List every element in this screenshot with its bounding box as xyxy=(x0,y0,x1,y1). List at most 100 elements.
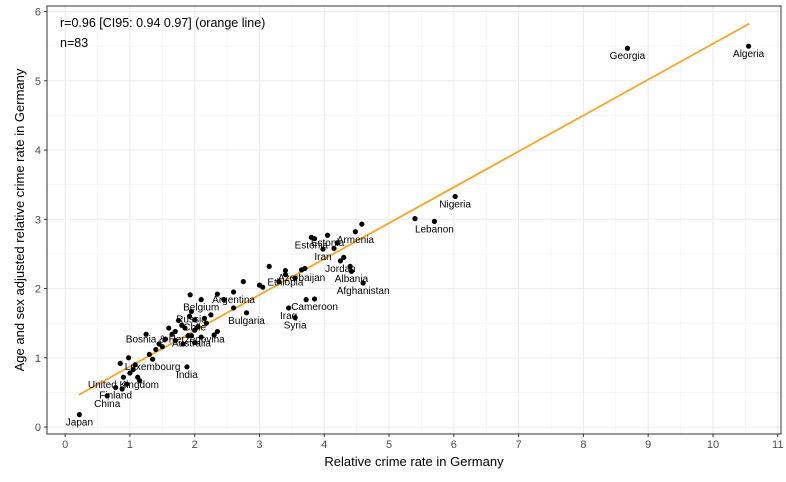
data-point xyxy=(153,346,159,353)
point-label: Algeria xyxy=(733,49,765,60)
data-point xyxy=(203,320,209,326)
data-point xyxy=(431,218,438,224)
point-label: Australia xyxy=(172,339,211,350)
data-point xyxy=(746,43,752,49)
data-point xyxy=(137,378,143,384)
data-point xyxy=(331,245,337,251)
data-point xyxy=(286,305,292,311)
data-point xyxy=(243,310,250,316)
data-point xyxy=(324,232,331,238)
data-point xyxy=(208,312,214,318)
data-point xyxy=(169,331,175,337)
data-point xyxy=(412,216,418,222)
major-gridlines xyxy=(47,6,781,434)
data-point xyxy=(126,355,132,361)
x-tick-label: 2 xyxy=(192,439,198,451)
x-tick-label: 3 xyxy=(256,439,262,451)
point-label: Jordan xyxy=(325,264,356,275)
point-label: Bosnia & Herzegovina xyxy=(126,335,225,346)
point-label: Russia xyxy=(176,314,207,325)
point-label: Estonia xyxy=(311,238,345,249)
data-point xyxy=(132,362,138,368)
data-point xyxy=(192,317,198,323)
data-point xyxy=(187,292,193,298)
data-point xyxy=(260,284,266,290)
y-tick-label: 6 xyxy=(35,7,41,19)
data-point xyxy=(192,327,198,333)
y-tick-label: 1 xyxy=(35,353,41,365)
data-point xyxy=(214,328,220,335)
x-tick-label: 0 xyxy=(62,439,68,451)
data-point xyxy=(352,229,358,235)
data-point xyxy=(320,246,326,252)
point-label: Georgia xyxy=(610,51,646,62)
data-point xyxy=(214,291,220,297)
point-label: Argentina xyxy=(212,295,255,306)
x-tick-label: 8 xyxy=(580,439,586,451)
data-point xyxy=(180,341,186,347)
data-point xyxy=(186,313,193,319)
data-point xyxy=(201,315,208,321)
data-point xyxy=(198,297,204,303)
point-label: Lebanon xyxy=(415,224,454,235)
x-tick-label: 10 xyxy=(707,439,719,451)
data-point xyxy=(175,317,182,324)
data-point xyxy=(162,336,169,342)
data-point xyxy=(282,267,289,274)
data-point xyxy=(172,337,178,344)
data-point xyxy=(113,384,119,391)
x-axis: 0 1 2 3 4 5 6 7 8 9 10 11 xyxy=(62,434,783,451)
data-point xyxy=(311,296,318,302)
annotation-correlation: r=0.96 [CI95: 0.94 0.97] (orange line) xyxy=(60,16,265,30)
point-label: Bulgaria xyxy=(228,316,265,327)
data-point xyxy=(303,297,309,303)
data-point xyxy=(185,333,191,339)
data-point xyxy=(311,236,318,242)
x-tick-label: 7 xyxy=(516,439,522,451)
point-label: Iraq xyxy=(280,311,297,322)
minor-gridlines xyxy=(47,6,781,434)
point-label: Japan xyxy=(66,418,93,429)
data-point xyxy=(292,315,298,321)
data-point xyxy=(159,344,165,350)
x-tick-label: 5 xyxy=(386,439,392,451)
data-point xyxy=(341,254,347,260)
point-label: Azerbaijan xyxy=(278,273,325,284)
point-label: Albania xyxy=(335,274,369,285)
data-point xyxy=(266,263,272,270)
point-label: India xyxy=(176,370,198,381)
data-point xyxy=(117,360,123,366)
data-point xyxy=(347,263,353,270)
point-label: Afghanistan xyxy=(337,286,390,297)
point-label: Belgium xyxy=(183,303,219,314)
data-point xyxy=(359,221,365,227)
x-tick-label: 11 xyxy=(772,439,783,451)
data-point xyxy=(143,331,149,337)
data-point xyxy=(282,272,289,278)
data-point xyxy=(192,339,198,346)
data-point xyxy=(146,351,152,357)
point-label: Chile xyxy=(183,323,206,334)
data-point xyxy=(276,279,282,285)
data-point xyxy=(230,289,237,295)
data-point xyxy=(337,258,344,264)
annotation-n: n=83 xyxy=(60,36,88,50)
y-tick-label: 0 xyxy=(35,422,41,434)
y-tick-label: 3 xyxy=(35,214,41,226)
data-point xyxy=(221,297,227,303)
y-tick-label: 5 xyxy=(35,76,41,88)
y-tick-label: 4 xyxy=(35,145,41,157)
panel-border xyxy=(46,5,782,435)
x-tick-label: 6 xyxy=(451,439,457,451)
point-label: Syria xyxy=(284,321,307,332)
data-point xyxy=(119,386,125,392)
y-axis: 0 1 2 3 4 5 6 xyxy=(35,7,47,434)
data-point xyxy=(76,412,82,418)
data-point xyxy=(624,45,631,51)
y-axis-title: Age and sex adjusted relative crime rate… xyxy=(12,68,27,371)
data-point xyxy=(240,279,246,285)
data-point xyxy=(104,393,110,399)
data-point xyxy=(292,275,298,281)
data-point xyxy=(348,268,355,274)
x-tick-label: 4 xyxy=(321,439,327,451)
